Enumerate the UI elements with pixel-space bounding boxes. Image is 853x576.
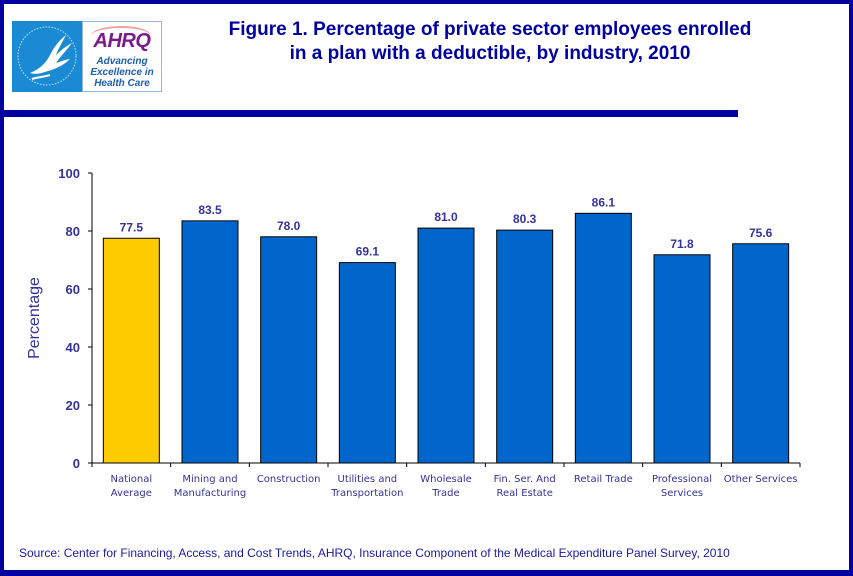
- y-tick-label: 60: [66, 282, 80, 297]
- ahrq-tagline: Advancing Excellence in Health Care: [83, 56, 161, 89]
- x-tick-label: Other Services: [724, 474, 798, 485]
- header-divider: [0, 110, 738, 117]
- x-tick-label: Wholesale: [420, 474, 472, 485]
- bar: [574, 212, 632, 464]
- x-tick-label: Manufacturing: [174, 488, 246, 499]
- data-label: 69.1: [356, 245, 380, 259]
- x-tick-label: Construction: [257, 474, 321, 485]
- bar: [260, 236, 318, 464]
- y-axis-label: Percentage: [26, 277, 43, 359]
- bar: [102, 237, 160, 464]
- logo-group: AHRQ Advancing Excellence in Health Care: [12, 21, 162, 92]
- data-label: 80.3: [513, 212, 537, 226]
- bar: [338, 262, 396, 464]
- ahrq-arc-icon: [91, 26, 151, 46]
- y-tick-label: 20: [66, 398, 80, 413]
- x-tick-label: Fin. Ser. And: [494, 474, 556, 485]
- x-tick-label: Utilities and: [338, 474, 398, 485]
- x-tick-label: Professional: [652, 474, 712, 485]
- x-tick-label: Mining and: [182, 474, 237, 485]
- ahrq-tagline-line: Excellence in: [90, 67, 154, 78]
- bar: [181, 220, 239, 464]
- bar: [732, 243, 790, 464]
- x-tick-label: Retail Trade: [574, 474, 633, 485]
- data-label: 86.1: [592, 195, 616, 209]
- y-tick-label: 40: [66, 340, 80, 355]
- data-label: 83.5: [198, 203, 222, 217]
- bar: [496, 229, 554, 464]
- x-tick-label: Real Estate: [496, 488, 552, 499]
- data-label: 78.0: [277, 219, 301, 233]
- chart-title-line: Figure 1. Percentage of private sector e…: [228, 19, 752, 40]
- ahrq-tagline-line: Advancing: [96, 56, 148, 67]
- y-tick-label: 0: [73, 456, 80, 471]
- bar: [653, 254, 711, 464]
- eagle-icon: [17, 26, 77, 86]
- x-tick-label: Average: [111, 488, 152, 499]
- data-label: 75.6: [749, 226, 773, 240]
- x-tick-label: Trade: [431, 488, 459, 499]
- ahrq-logo: AHRQ Advancing Excellence in Health Care: [82, 21, 162, 92]
- data-label: 77.5: [120, 220, 144, 234]
- bar: [417, 227, 475, 464]
- source-note: Source: Center for Financing, Access, an…: [19, 546, 730, 560]
- data-label: 81.0: [434, 210, 458, 224]
- ahrq-wordmark: AHRQ: [93, 30, 151, 52]
- chart-title: Figure 1. Percentage of private sector e…: [170, 18, 810, 66]
- y-tick-label: 100: [58, 166, 80, 181]
- y-tick-label: 80: [66, 224, 80, 239]
- hhs-eagle-logo: [12, 21, 82, 92]
- ahrq-tagline-line: Health Care: [94, 78, 150, 89]
- data-label: 71.8: [670, 237, 694, 251]
- x-tick-label: Transportation: [330, 488, 403, 499]
- chart-title-line: in a plan with a deductible, by industry…: [289, 43, 691, 64]
- x-tick-label: National: [110, 474, 152, 485]
- x-tick-label: Services: [661, 488, 703, 499]
